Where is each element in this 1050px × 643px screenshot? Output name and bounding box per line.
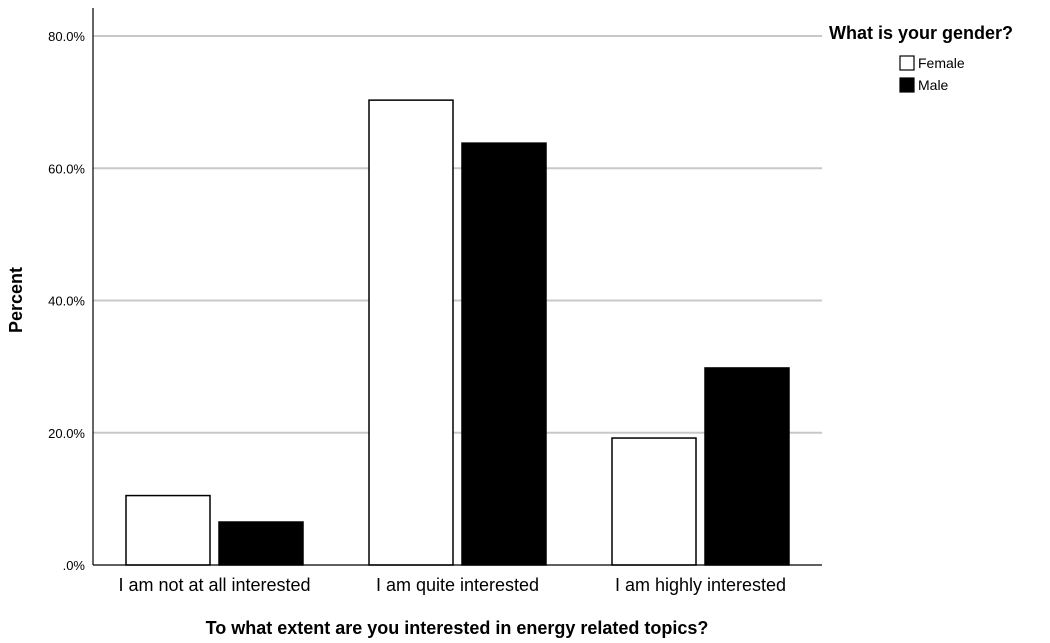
bar-male-2 [705,368,789,565]
bar-female-2 [612,438,696,565]
x-category-label: I am not at all interested [118,575,310,595]
legend: What is your gender? Female Male [829,23,1013,93]
bar-male-1 [462,143,546,565]
y-tick-label: 40.0% [48,294,85,309]
y-tick-label: 60.0% [48,161,85,176]
bar-female-0 [126,496,210,565]
bar-male-0 [219,522,303,565]
legend-swatch-female [900,56,914,70]
y-tick-label: .0% [63,558,86,573]
x-category-labels: I am not at all interested I am quite int… [118,575,786,595]
y-axis-title: Percent [6,267,26,333]
legend-label-male: Male [918,77,949,93]
legend-title: What is your gender? [829,23,1013,43]
legend-label-female: Female [918,55,965,71]
y-tick-label: 80.0% [48,29,85,44]
x-axis-title: To what extent are you interested in ene… [206,618,709,638]
y-tick-labels: .0% 20.0% 40.0% 60.0% 80.0% [48,29,85,573]
x-category-label: I am quite interested [376,575,539,595]
x-category-label: I am highly interested [615,575,786,595]
bar-female-1 [369,100,453,565]
y-tick-label: 20.0% [48,426,85,441]
legend-swatch-male [900,78,914,92]
bars [126,100,789,565]
